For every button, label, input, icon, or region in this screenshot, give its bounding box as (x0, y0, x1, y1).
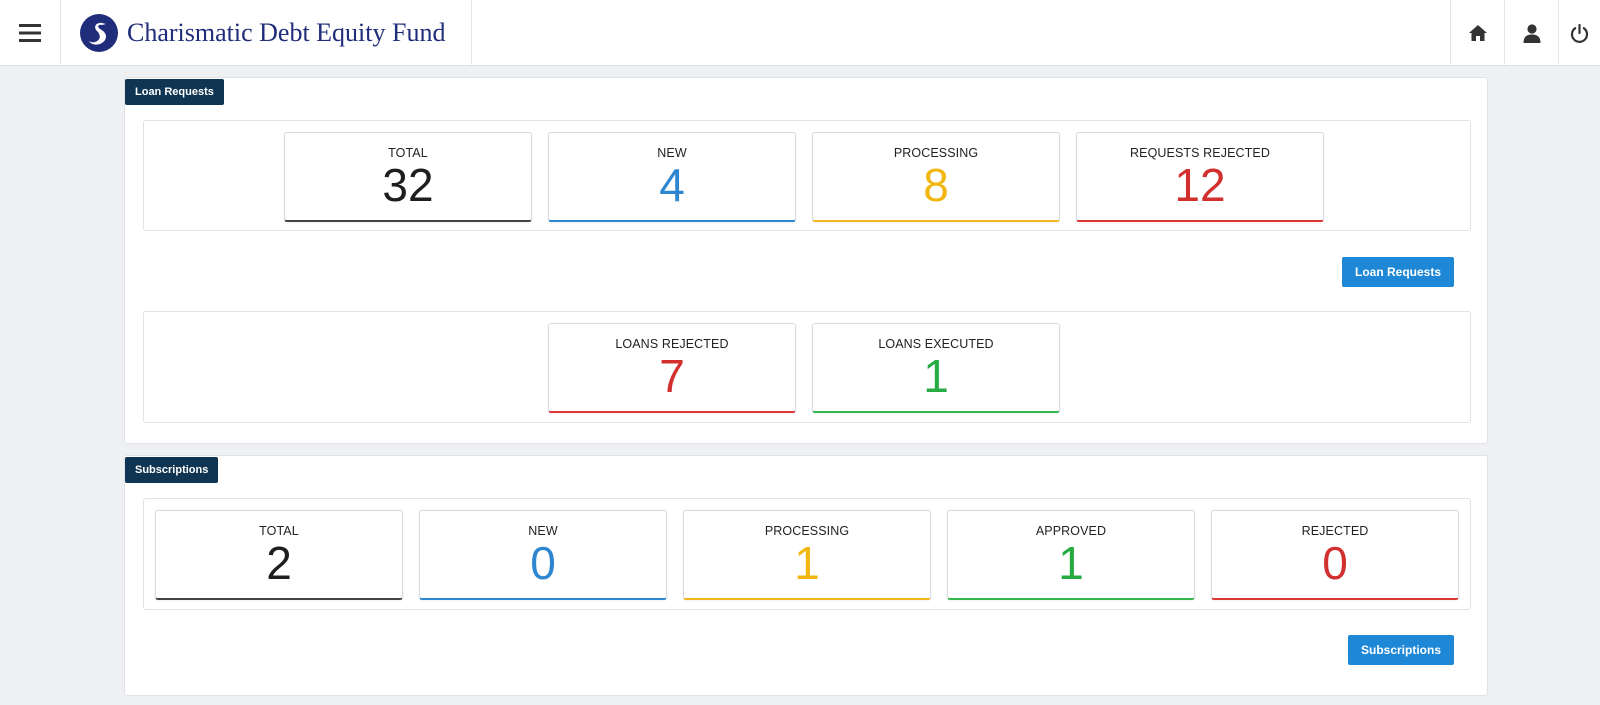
user-icon (1523, 23, 1540, 43)
subscriptions-tag: Subscriptions (125, 457, 219, 483)
card-value: 12 (1174, 159, 1226, 211)
card-label: REQUESTS REJECTED (1130, 146, 1270, 160)
card-label: TOTAL (259, 524, 299, 538)
logout-button[interactable] (1558, 0, 1600, 66)
card-value: 0 (530, 537, 556, 589)
total-requests-card[interactable]: TOTAL 32 (284, 132, 532, 222)
home-button[interactable] (1450, 0, 1504, 66)
card-label: NEW (528, 524, 558, 538)
processing-requests-card[interactable]: PROCESSING 8 (812, 132, 1060, 222)
requests-rejected-card[interactable]: REQUESTS REJECTED 12 (1076, 132, 1324, 222)
loans-rejected-card[interactable]: LOANS REJECTED 7 (548, 323, 796, 413)
menu-button[interactable] (0, 0, 61, 66)
approved-subscriptions-card[interactable]: APPROVED 1 (947, 510, 1195, 600)
swan-logo-icon (80, 14, 118, 52)
app-title: Charismatic Debt Equity Fund (127, 18, 446, 47)
home-icon (1468, 25, 1487, 41)
user-button[interactable] (1504, 0, 1558, 66)
card-value: 32 (382, 159, 434, 211)
card-label: PROCESSING (893, 146, 979, 160)
new-subscriptions-card[interactable]: NEW 0 (419, 510, 667, 600)
card-label: TOTAL (388, 146, 428, 160)
loan-requests-panel: Loan Requests TOTAL 32 NEW 4 PROCESSING … (124, 77, 1488, 444)
card-value: 2 (266, 537, 292, 589)
loan-outcome-stats: LOANS REJECTED 7 LOANS EXECUTED 1 (143, 311, 1471, 423)
card-value: 7 (659, 350, 685, 402)
card-value: 4 (659, 159, 685, 211)
card-value: 1 (794, 537, 820, 589)
card-label: PROCESSING (764, 524, 850, 538)
loans-executed-card[interactable]: LOANS EXECUTED 1 (812, 323, 1060, 413)
new-requests-card[interactable]: NEW 4 (548, 132, 796, 222)
card-label: APPROVED (1035, 524, 1107, 538)
card-label: LOANS EXECUTED (878, 337, 994, 351)
card-value: 0 (1322, 537, 1348, 589)
subscription-stats: TOTAL 2 NEW 0 PROCESSING 1 APPROVED 1 RE… (143, 498, 1471, 610)
rejected-subscriptions-card[interactable]: REJECTED 0 (1211, 510, 1459, 600)
brand[interactable]: Charismatic Debt Equity Fund (61, 0, 472, 66)
card-label: NEW (657, 146, 687, 160)
processing-subscriptions-card[interactable]: PROCESSING 1 (683, 510, 931, 600)
power-icon (1570, 23, 1589, 43)
card-value: 1 (1058, 537, 1084, 589)
menu-icon (19, 24, 41, 42)
card-value: 8 (923, 159, 949, 211)
top-bar: Charismatic Debt Equity Fund (0, 0, 1600, 66)
subscriptions-button[interactable]: Subscriptions (1348, 635, 1454, 665)
card-value: 1 (923, 350, 949, 402)
card-label: LOANS REJECTED (615, 337, 729, 351)
loan-requests-button[interactable]: Loan Requests (1342, 257, 1454, 287)
subscriptions-panel: Subscriptions TOTAL 2 NEW 0 PROCESSING 1… (124, 455, 1488, 696)
card-label: REJECTED (1301, 524, 1369, 538)
loan-requests-tag: Loan Requests (125, 79, 224, 105)
loan-request-stats: TOTAL 32 NEW 4 PROCESSING 8 REQUESTS REJ… (143, 120, 1471, 231)
total-subscriptions-card[interactable]: TOTAL 2 (155, 510, 403, 600)
